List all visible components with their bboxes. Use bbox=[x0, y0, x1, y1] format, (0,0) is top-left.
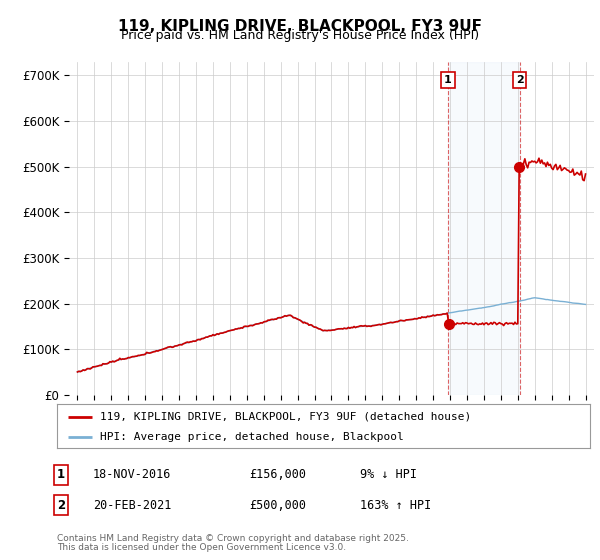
Text: £156,000: £156,000 bbox=[249, 468, 306, 482]
Text: 2: 2 bbox=[57, 498, 65, 512]
Text: 119, KIPLING DRIVE, BLACKPOOL, FY3 9UF: 119, KIPLING DRIVE, BLACKPOOL, FY3 9UF bbox=[118, 19, 482, 34]
Text: 9% ↓ HPI: 9% ↓ HPI bbox=[360, 468, 417, 482]
Text: Contains HM Land Registry data © Crown copyright and database right 2025.: Contains HM Land Registry data © Crown c… bbox=[57, 534, 409, 543]
Text: Price paid vs. HM Land Registry's House Price Index (HPI): Price paid vs. HM Land Registry's House … bbox=[121, 29, 479, 42]
Text: 20-FEB-2021: 20-FEB-2021 bbox=[93, 498, 172, 512]
Text: HPI: Average price, detached house, Blackpool: HPI: Average price, detached house, Blac… bbox=[100, 432, 403, 442]
Text: 1: 1 bbox=[57, 468, 65, 482]
Text: 18-NOV-2016: 18-NOV-2016 bbox=[93, 468, 172, 482]
Text: £500,000: £500,000 bbox=[249, 498, 306, 512]
Text: 163% ↑ HPI: 163% ↑ HPI bbox=[360, 498, 431, 512]
Text: 119, KIPLING DRIVE, BLACKPOOL, FY3 9UF (detached house): 119, KIPLING DRIVE, BLACKPOOL, FY3 9UF (… bbox=[100, 412, 471, 422]
Text: This data is licensed under the Open Government Licence v3.0.: This data is licensed under the Open Gov… bbox=[57, 543, 346, 552]
Bar bbox=[448, 62, 520, 395]
Text: 1: 1 bbox=[444, 75, 452, 85]
Text: 2: 2 bbox=[516, 75, 524, 85]
